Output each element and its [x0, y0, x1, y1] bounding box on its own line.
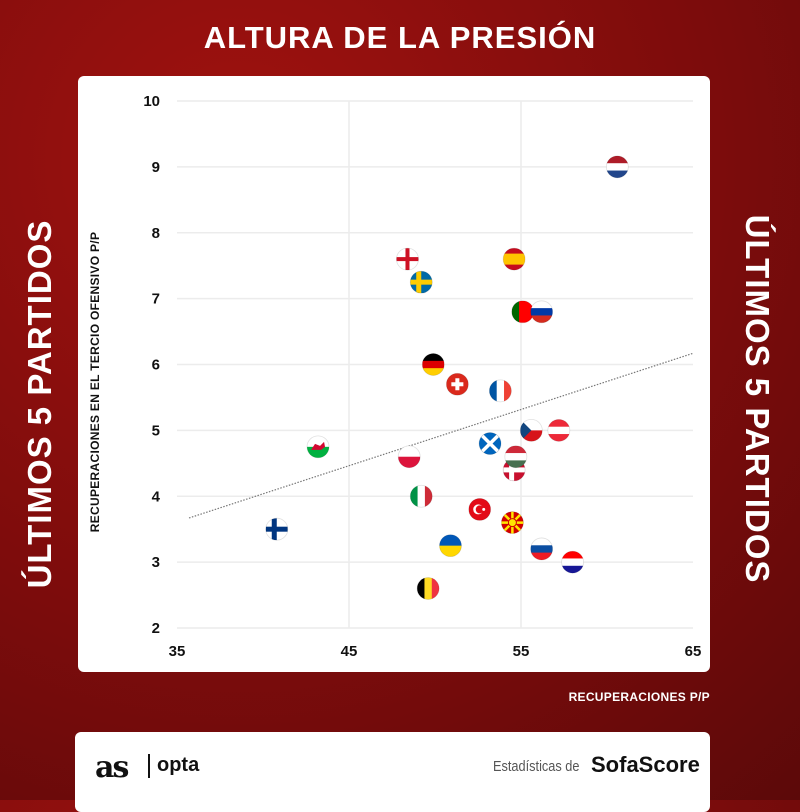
data-point-north-macedonia	[500, 511, 524, 535]
data-point-scotland	[478, 432, 502, 455]
england-flag-icon	[396, 248, 419, 271]
y-axis-label: RECUPERACIONES EN EL TERCIO OFENSIVO P/P	[88, 231, 102, 533]
x-axis-label: RECUPERACIONES P/P	[568, 690, 710, 704]
austria-flag-icon	[547, 419, 570, 442]
russia-flag-icon	[530, 300, 553, 323]
stats-credit: Estadísticas de	[493, 758, 580, 775]
footer-bar: as opta Estadísticas de SofaScore	[75, 732, 710, 812]
x-tick-label: 45	[341, 643, 358, 660]
data-point-czech-republic	[519, 418, 543, 442]
opta-logo: opta	[157, 754, 200, 776]
north-macedonia-flag-icon	[501, 511, 524, 534]
y-tick-label: 4	[152, 488, 161, 505]
y-tick-label: 10	[143, 93, 160, 110]
sofascore-logo: SofaScore	[591, 752, 700, 777]
portugal-flag-icon	[511, 300, 534, 323]
x-tick-label: 35	[169, 643, 186, 660]
poland-flag-icon	[398, 445, 421, 468]
data-point-poland	[397, 445, 421, 469]
data-point-slovakia	[530, 537, 554, 561]
data-point-switzerland	[445, 372, 469, 396]
switzerland-flag-icon	[446, 373, 469, 396]
y-tick-label: 6	[152, 357, 160, 374]
data-point-austria	[547, 418, 571, 442]
data-point-sweden	[409, 270, 433, 294]
logo-divider	[148, 754, 150, 778]
belgium-flag-icon	[417, 577, 440, 600]
data-point-wales	[306, 435, 330, 459]
data-point-belgium	[416, 577, 440, 600]
turkey-flag-icon	[468, 498, 491, 521]
data-point-italy	[409, 484, 433, 508]
x-tick-label: 65	[685, 643, 702, 660]
data-point-england	[396, 247, 419, 271]
trend-line	[188, 352, 694, 519]
finland-flag-icon	[265, 518, 288, 541]
y-tick-label: 7	[152, 291, 160, 308]
y-tick-label: 3	[152, 554, 160, 571]
side-caption-right: ÚLTIMOS 5 PARTIDOS	[739, 214, 776, 584]
data-point-hungary	[504, 445, 528, 469]
netherlands-flag-icon	[606, 155, 629, 178]
slovakia-flag-icon	[530, 537, 553, 560]
data-point-finland	[265, 517, 289, 541]
hungary-flag-icon	[504, 445, 527, 468]
data-point-croatia	[561, 550, 585, 574]
chart-title: ALTURA DE LA PRESIÓN	[203, 20, 597, 55]
spain-flag-icon	[503, 248, 526, 271]
x-tick-label: 55	[513, 643, 530, 660]
scotland-flag-icon	[479, 432, 502, 455]
data-point-spain	[502, 247, 526, 271]
data-point-germany	[421, 353, 445, 376]
sweden-flag-icon	[410, 271, 433, 294]
y-tick-label: 2	[152, 620, 160, 637]
france-flag-icon	[489, 379, 512, 402]
as-logo: as	[95, 750, 129, 785]
data-point-turkey	[468, 498, 492, 521]
croatia-flag-icon	[561, 551, 584, 574]
data-point-netherlands	[605, 155, 629, 179]
germany-flag-icon	[422, 353, 445, 376]
italy-flag-icon	[410, 485, 433, 508]
data-point-russia	[530, 300, 554, 324]
data-point-france	[488, 379, 512, 403]
data-point-ukraine	[439, 534, 462, 558]
czech-republic-flag-icon	[520, 419, 543, 442]
side-caption-left: ÚLTIMOS 5 PARTIDOS	[21, 219, 58, 589]
chart-card: 2 3 4 5 6 7 8 9 10 35 45 55 65	[78, 76, 710, 672]
y-tick-label: 8	[152, 225, 160, 242]
y-tick-label: 5	[152, 422, 160, 439]
ukraine-flag-icon	[439, 534, 462, 557]
wales-flag-icon	[307, 435, 330, 458]
y-tick-label: 9	[152, 159, 160, 176]
